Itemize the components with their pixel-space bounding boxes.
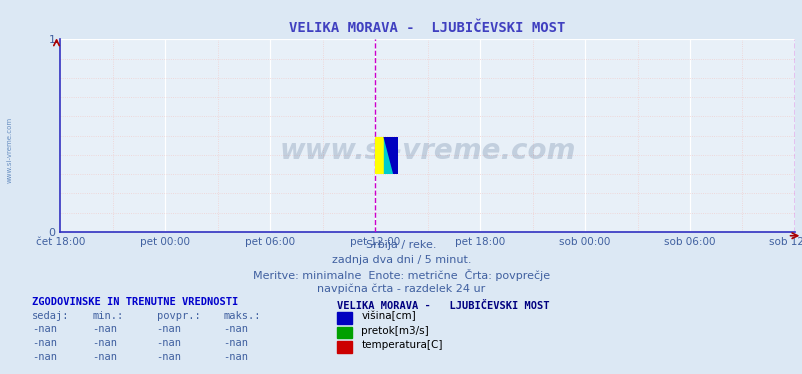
Text: Srbija / reke.: Srbija / reke. xyxy=(366,240,436,250)
Text: pretok[m3/s]: pretok[m3/s] xyxy=(361,326,428,335)
Text: sedaj:: sedaj: xyxy=(32,311,70,321)
Text: -nan: -nan xyxy=(92,352,117,362)
Text: www.si-vreme.com: www.si-vreme.com xyxy=(6,117,12,183)
Text: -nan: -nan xyxy=(156,352,181,362)
Text: min.:: min.: xyxy=(92,311,124,321)
Text: ZGODOVINSKE IN TRENUTNE VREDNOSTI: ZGODOVINSKE IN TRENUTNE VREDNOSTI xyxy=(32,297,238,307)
Text: -nan: -nan xyxy=(32,338,57,348)
Text: Meritve: minimalne  Enote: metrične  Črta: povprečje: Meritve: minimalne Enote: metrične Črta:… xyxy=(253,269,549,281)
Text: višina[cm]: višina[cm] xyxy=(361,311,415,321)
Text: -nan: -nan xyxy=(92,324,117,334)
Text: -nan: -nan xyxy=(223,352,248,362)
Text: -nan: -nan xyxy=(156,338,181,348)
Polygon shape xyxy=(375,137,383,174)
Text: -nan: -nan xyxy=(156,324,181,334)
Polygon shape xyxy=(383,137,393,174)
Text: temperatura[C]: temperatura[C] xyxy=(361,340,442,350)
Text: povpr.:: povpr.: xyxy=(156,311,200,321)
Text: maks.:: maks.: xyxy=(223,311,261,321)
Polygon shape xyxy=(383,137,397,174)
Text: zadnja dva dni / 5 minut.: zadnja dva dni / 5 minut. xyxy=(331,255,471,265)
Text: -nan: -nan xyxy=(32,324,57,334)
Text: VELIKA MORAVA -   LJUBIČEVSKI MOST: VELIKA MORAVA - LJUBIČEVSKI MOST xyxy=(337,301,549,310)
Text: www.si-vreme.com: www.si-vreme.com xyxy=(279,137,575,165)
Text: -nan: -nan xyxy=(223,324,248,334)
Text: -nan: -nan xyxy=(92,338,117,348)
Text: -nan: -nan xyxy=(223,338,248,348)
Text: navpična črta - razdelek 24 ur: navpična črta - razdelek 24 ur xyxy=(317,283,485,294)
Title: VELIKA MORAVA -  LJUBIČEVSKI MOST: VELIKA MORAVA - LJUBIČEVSKI MOST xyxy=(289,21,565,35)
Text: -nan: -nan xyxy=(32,352,57,362)
